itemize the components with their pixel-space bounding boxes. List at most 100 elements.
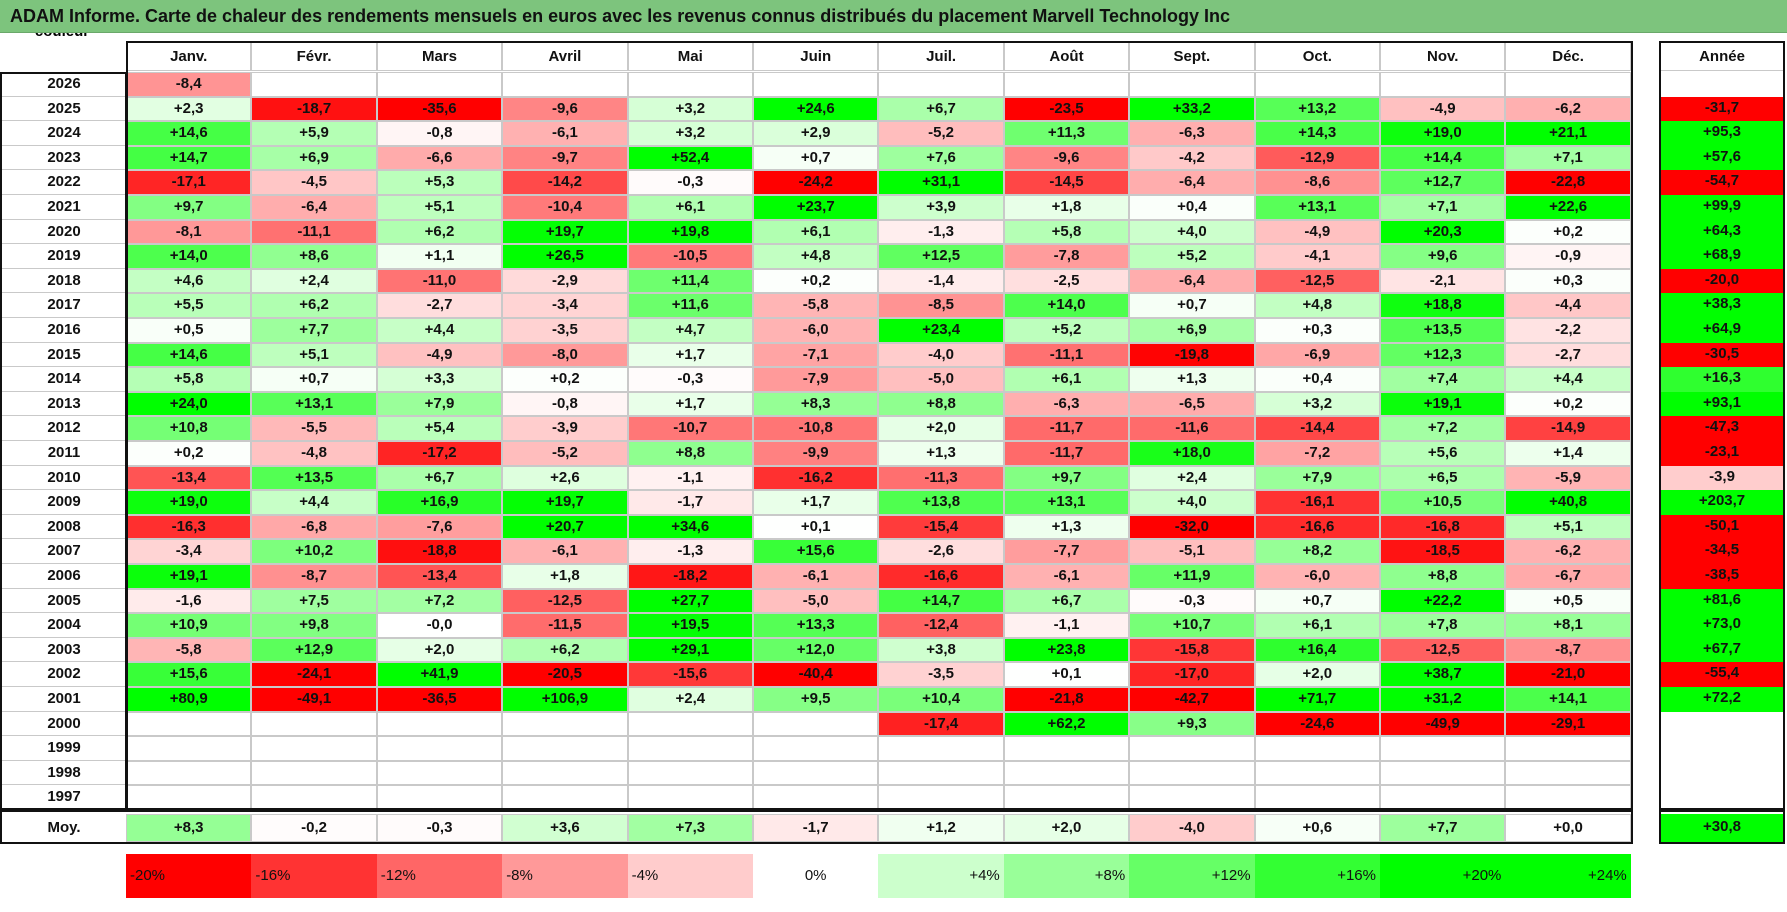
heatmap-cell — [1254, 72, 1380, 97]
heatmap-cell: +7,7 — [251, 318, 377, 343]
annual-cell: +99,9 — [1659, 195, 1785, 220]
heatmap-cell: +34,6 — [627, 514, 753, 540]
year-label: 2003 — [2, 638, 126, 663]
heatmap-cell: +0,1 — [1003, 662, 1130, 687]
heatmap-cell: +9,3 — [1129, 711, 1255, 737]
heatmap-cell: +7,2 — [376, 588, 503, 614]
heatmap-cell — [1254, 736, 1380, 761]
heatmap-cell: +20,7 — [502, 514, 628, 540]
heatmap-cell: +23,4 — [878, 318, 1004, 343]
heatmap-cell: -4,8 — [251, 441, 377, 466]
heatmap-cell: -11,3 — [878, 465, 1004, 491]
heatmap-cell: +1,7 — [627, 391, 753, 417]
scale-swatch: +24% — [1505, 854, 1631, 898]
heatmap-cell: -18,7 — [251, 96, 377, 122]
heatmap-cell: -5,2 — [502, 441, 628, 466]
heatmap-cell: -35,6 — [376, 96, 503, 122]
heatmap-cell: +12,9 — [251, 637, 377, 663]
heatmap-cell: -7,6 — [376, 514, 503, 540]
heatmap-cell: +80,9 — [126, 687, 252, 712]
annual-cell: +64,3 — [1659, 219, 1785, 245]
month-header: Sept. — [1129, 41, 1255, 71]
month-header: Mars — [376, 41, 503, 71]
heatmap-cell: +9,6 — [1380, 244, 1506, 269]
heatmap-cell: +7,6 — [878, 145, 1004, 171]
heatmap-cell: -6,1 — [1003, 564, 1130, 589]
annual-cell — [1659, 785, 1785, 810]
heatmap-cell: +3,3 — [376, 367, 503, 392]
heatmap-cell: +23,7 — [753, 195, 879, 220]
heatmap-cell: +4,4 — [1505, 367, 1631, 392]
heatmap-cell: +4,0 — [1129, 219, 1255, 245]
heatmap-cell: +0,5 — [126, 318, 252, 343]
month-header: Avril — [502, 41, 628, 71]
heatmap-cell: +0,7 — [1254, 588, 1380, 614]
heatmap-cell — [1380, 72, 1506, 97]
average-cell: +0,6 — [1254, 814, 1380, 842]
year-label: 2013 — [2, 392, 126, 417]
average-cell: -0,2 — [251, 814, 377, 842]
heatmap-cell: -6,4 — [1129, 170, 1255, 195]
heatmap-cell: -3,5 — [502, 318, 628, 343]
heatmap-cell: +12,0 — [753, 637, 879, 663]
heatmap-cell: -5,0 — [878, 367, 1004, 392]
heatmap-cell: -16,1 — [1254, 490, 1380, 515]
year-label: 2015 — [2, 343, 126, 368]
year-label: 2022 — [2, 170, 126, 195]
heatmap-cell: -10,5 — [627, 244, 753, 269]
heatmap-cell: +26,5 — [502, 244, 628, 269]
heatmap-cell: -12,5 — [502, 588, 628, 614]
heatmap-cell — [627, 72, 753, 97]
heatmap-cell — [126, 711, 252, 737]
heatmap-cell: +10,4 — [878, 687, 1004, 712]
heatmap-cell: -18,8 — [376, 539, 503, 564]
heatmap-cell: -5,8 — [126, 637, 252, 663]
heatmap-cell — [1505, 785, 1631, 810]
heatmap-cell: +4,4 — [376, 318, 503, 343]
heatmap-cell: +0,2 — [1505, 219, 1631, 245]
heatmap-cell: +19,1 — [126, 564, 252, 589]
year-label: 2009 — [2, 490, 126, 515]
heatmap-cell: -8,0 — [502, 342, 628, 368]
heatmap-cell: +62,2 — [1003, 711, 1130, 737]
heatmap-cell: -11,0 — [376, 268, 503, 294]
annual-cell: -34,5 — [1659, 539, 1785, 564]
heatmap-cell: +5,9 — [251, 121, 377, 146]
heatmap-cell: +14,0 — [126, 244, 252, 269]
heatmap-cell: -16,6 — [1254, 514, 1380, 540]
annual-cell: +203,7 — [1659, 490, 1785, 515]
year-label: 2001 — [2, 687, 126, 712]
heatmap-cell — [376, 72, 503, 97]
heatmap-cell: +22,2 — [1380, 588, 1506, 614]
heatmap-cell: -6,1 — [502, 539, 628, 564]
heatmap-cell: -5,8 — [753, 293, 879, 318]
year-label: 2025 — [2, 97, 126, 122]
heatmap-cell: -11,1 — [251, 219, 377, 245]
heatmap-cell: +18,8 — [1380, 293, 1506, 318]
heatmap-cell — [502, 760, 628, 786]
average-cell: -4,0 — [1129, 814, 1255, 842]
heatmap-cell: -1,7 — [627, 490, 753, 515]
heatmap-cell: +14,6 — [126, 121, 252, 146]
heatmap-cell: -6,0 — [1254, 564, 1380, 589]
heatmap-cell: -8,7 — [251, 564, 377, 589]
year-label: 2005 — [2, 589, 126, 614]
heatmap-cell: +0,7 — [251, 367, 377, 392]
heatmap-cell: -19,8 — [1129, 342, 1255, 368]
heatmap-cell: +19,5 — [627, 613, 753, 638]
heatmap-cell: +2,6 — [502, 465, 628, 491]
heatmap-cell — [627, 736, 753, 761]
annual-cell: -23,1 — [1659, 441, 1785, 466]
heatmap-cell — [1003, 760, 1130, 786]
annual-cell: +95,3 — [1659, 121, 1785, 146]
heatmap-cell: -15,6 — [627, 662, 753, 687]
heatmap-cell: -11,7 — [1003, 416, 1130, 441]
heatmap-cell: -8,4 — [126, 72, 252, 97]
heatmap-cell: -1,3 — [627, 539, 753, 564]
heatmap-cell: +5,6 — [1380, 441, 1506, 466]
heatmap-cell: -0,9 — [1505, 244, 1631, 269]
heatmap-cell — [126, 785, 252, 810]
heatmap-cell: +4,4 — [251, 490, 377, 515]
heatmap-cell: -6,2 — [1505, 539, 1631, 564]
heatmap-cell: +2,4 — [627, 687, 753, 712]
